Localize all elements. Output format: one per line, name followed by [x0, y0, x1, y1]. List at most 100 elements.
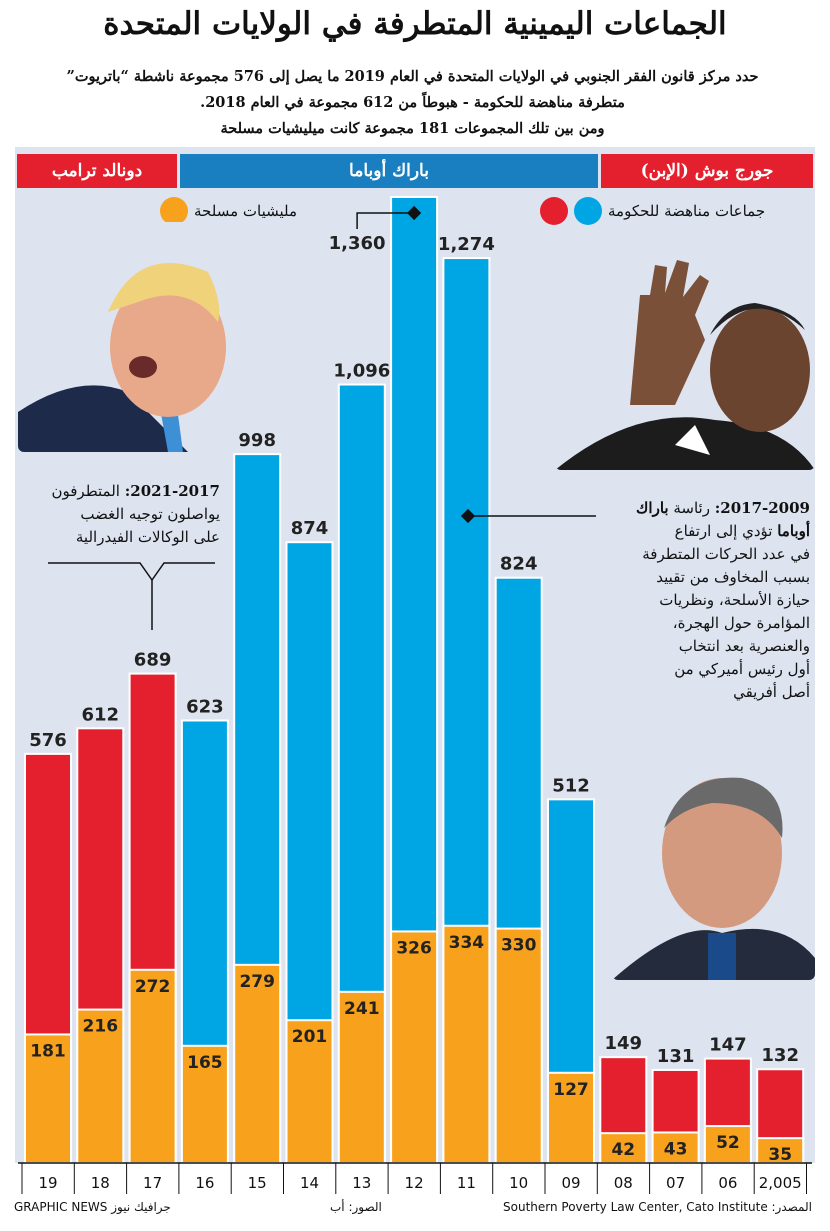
trump-bracket	[48, 562, 215, 582]
tick-10: 10	[509, 1174, 528, 1192]
band-obama: باراك أوباما	[180, 154, 598, 188]
tick-2005: 2,005	[759, 1174, 802, 1192]
tick-14: 14	[300, 1174, 319, 1192]
page-title: الجماعات اليمينية المتطرفة في الولايات ا…	[103, 6, 727, 42]
tick-13: 13	[352, 1174, 371, 1192]
label-total-12: 1,360	[329, 233, 386, 254]
bush-portrait	[612, 758, 815, 980]
trump-annotation-text3: على الوكالات الفيدرالية	[75, 528, 220, 546]
bar-militia-06	[703, 1125, 752, 1164]
label-militia-12: 326	[396, 938, 432, 958]
bar-militia-14	[285, 1019, 334, 1165]
label-total-06: 147	[709, 1035, 747, 1056]
obama-annotation-line-5: والعنصرية بعد انتخاب	[678, 637, 810, 655]
label-militia-07: 43	[664, 1139, 688, 1159]
legend-antigov: جماعات مناهضة للحكومة	[540, 197, 765, 225]
bar-militia-17	[128, 968, 177, 1164]
tick-08: 08	[614, 1174, 633, 1192]
label-total-19: 576	[29, 730, 67, 751]
trump-annotation-years: 2021-2017:	[124, 482, 220, 500]
obama-annotation-years: 2017-2009:	[714, 499, 810, 517]
obama-annotation-text2: تؤدي إلى ارتفاع	[674, 522, 778, 540]
label-total-14: 874	[291, 518, 329, 539]
band-bush: جورج بوش (الإبن)	[601, 154, 813, 188]
source-credit: المصدر: Southern Poverty Law Center, Cat…	[503, 1200, 812, 1214]
label-militia-14: 201	[292, 1027, 328, 1047]
label-total-11: 1,274	[438, 234, 495, 255]
label-militia-16: 165	[187, 1053, 223, 1073]
legend-antigov-swatch-red	[540, 197, 568, 225]
label-militia-13: 241	[344, 999, 380, 1019]
callout-marker-12	[407, 205, 422, 221]
trump-portrait	[18, 222, 238, 452]
band-trump: دونالد ترامب	[17, 154, 177, 188]
obama-annotation-line-7: أصل أفريقي	[733, 683, 810, 701]
obama-annotation-line-6: أول رئيس أميركي من	[674, 660, 810, 678]
tick-18: 18	[91, 1174, 110, 1192]
label-total-15: 998	[238, 430, 276, 451]
trump-annotation-text1: المتطرفون	[51, 482, 125, 500]
legend-militia-swatch	[160, 197, 188, 225]
legend-militia: مليشيات مسلحة	[160, 197, 297, 225]
trump-annotation: 2021-2017: المتطرفون يواصلون توجيه الغضب…	[45, 480, 220, 549]
label-total-16: 623	[186, 696, 224, 717]
label-militia-17: 272	[135, 977, 171, 997]
legend-antigov-label: جماعات مناهضة للحكومة	[608, 202, 766, 220]
bar-militia-07	[651, 1131, 700, 1165]
tick-09: 09	[561, 1174, 580, 1192]
bar-militia-12	[390, 930, 439, 1164]
legend-antigov-swatch-blue	[574, 197, 602, 225]
label-total-09: 512	[552, 775, 590, 796]
bar-militia-15	[233, 963, 282, 1164]
obama-portrait	[555, 255, 815, 470]
tick-07: 07	[666, 1174, 685, 1192]
label-militia-2005: 35	[768, 1145, 792, 1165]
photo-credit: الصور: أب	[330, 1200, 382, 1214]
bar-militia-13	[337, 990, 386, 1164]
label-militia-11: 334	[449, 933, 485, 953]
label-militia-06: 52	[716, 1133, 740, 1153]
intro-line-3: ومن بين تلك المجموعات 181 مجموعة كانت مي…	[220, 120, 605, 137]
obama-annotation-line-4: المؤامرة حول الهجرة،	[672, 614, 810, 632]
intro-text: حدد مركز قانون الفقر الجنوبي في الولايات…	[15, 64, 810, 142]
bar-militia-09	[547, 1071, 595, 1164]
tick-12: 12	[405, 1174, 424, 1192]
obama-annotation-line-1: في عدد الحركات المتطرفة	[642, 545, 810, 563]
trump-annotation-text2: يواصلون توجيه الغضب	[80, 505, 220, 523]
label-total-07: 131	[657, 1046, 695, 1067]
tick-06: 06	[718, 1174, 737, 1192]
intro-line-2: متطرفة مناهضة للحكومة - هبوطاً من 612 مج…	[200, 94, 625, 111]
tick-19: 19	[38, 1174, 57, 1192]
label-militia-15: 279	[239, 972, 275, 992]
bar-militia-10	[494, 927, 543, 1165]
callout-line-12	[356, 212, 415, 229]
tick-17: 17	[143, 1174, 162, 1192]
label-total-13: 1,096	[333, 361, 390, 382]
obama-annotation-text1: رئاسة	[668, 499, 715, 517]
bar-militia-08	[599, 1132, 648, 1164]
label-militia-10: 330	[501, 936, 537, 956]
tick-16: 16	[195, 1174, 214, 1192]
obama-annotation-line-3: حيازة الأسلحة، ونظريات	[659, 591, 810, 609]
obama-annotation-name1: باراك	[636, 499, 669, 517]
label-total-18: 612	[82, 704, 120, 725]
label-militia-19: 181	[30, 1041, 66, 1061]
obama-annotation-name2: أوباما	[777, 522, 810, 540]
legend-militia-label: مليشيات مسلحة	[194, 202, 298, 220]
bar-militia-2005	[756, 1137, 805, 1164]
bar-militia-18	[76, 1008, 125, 1164]
label-militia-09: 127	[553, 1080, 589, 1100]
label-total-10: 824	[500, 554, 538, 575]
label-militia-18: 216	[83, 1017, 119, 1037]
intro-line-1: حدد مركز قانون الفقر الجنوبي في الولايات…	[66, 68, 759, 85]
label-militia-08: 42	[611, 1140, 635, 1160]
bar-militia-11	[442, 924, 491, 1165]
tick-15: 15	[248, 1174, 267, 1192]
label-total-2005: 132	[761, 1045, 799, 1066]
brand-credit: GRAPHIC NEWS جرافيك نيوز	[14, 1200, 171, 1214]
obama-annotation-line-2: بسبب المخاوف من تقييد	[656, 568, 810, 586]
tick-11: 11	[457, 1174, 476, 1192]
label-total-17: 689	[134, 650, 172, 671]
obama-pointer-marker	[460, 508, 476, 524]
